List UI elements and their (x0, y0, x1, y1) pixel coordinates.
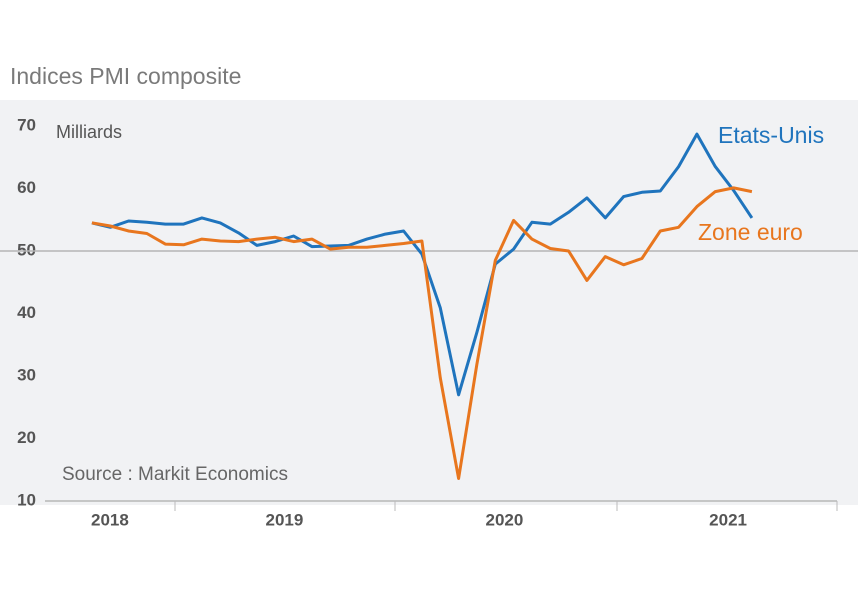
unit-label: Milliards (56, 122, 122, 142)
x-tick-label: 2020 (486, 510, 524, 529)
source-note: Source : Markit Economics (62, 464, 288, 485)
year-separators (174, 501, 838, 511)
series-label: Etats-Unis (718, 122, 824, 148)
y-tick-label: 20 (17, 428, 36, 447)
y-tick-label: 30 (17, 365, 36, 384)
y-tick-label: 50 (17, 240, 36, 259)
series-label: Zone euro (698, 219, 803, 245)
y-tick-label: 10 (17, 490, 36, 509)
x-tick-label: 2019 (266, 510, 304, 529)
x-tick-label: 2018 (91, 510, 129, 529)
x-tick-label: 2021 (709, 510, 747, 529)
y-tick-label: 60 (17, 178, 36, 197)
chart-title: Indices PMI composite (10, 63, 241, 89)
y-tick-label: 70 (17, 115, 36, 134)
series-line (91, 132, 754, 397)
series-line (91, 186, 753, 480)
y-tick-label: 40 (17, 303, 36, 322)
